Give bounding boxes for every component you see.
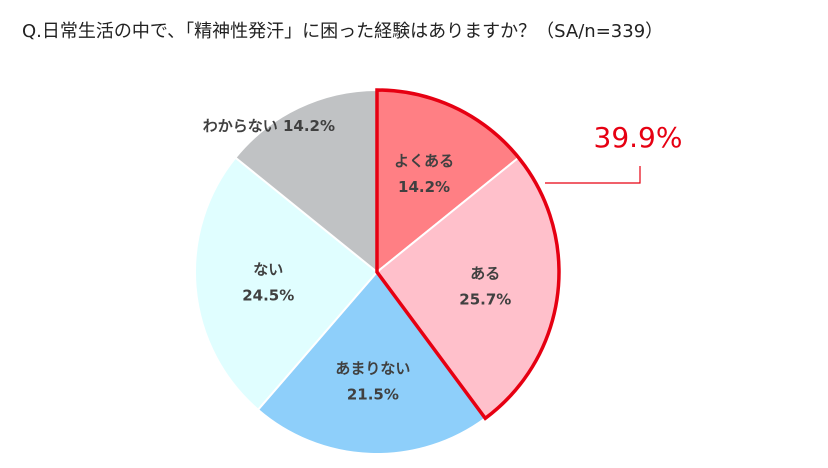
pie-slice <box>194 156 379 412</box>
pie-slice <box>256 270 487 455</box>
value-label: 21.5% <box>347 386 399 404</box>
category-label: ない <box>253 260 283 278</box>
value-label: 14.2% <box>398 178 450 196</box>
category-label: よくある <box>394 152 454 170</box>
category-label: ある <box>470 264 500 282</box>
value-label: 25.7% <box>459 290 511 308</box>
value-label: 14.2% <box>283 117 335 135</box>
pie-slice <box>234 88 378 275</box>
value-label: 24.5% <box>242 286 294 304</box>
category-label: あまりない <box>335 360 410 378</box>
category-label: わからない <box>203 117 278 135</box>
slice-label: わからない 14.2% <box>203 117 335 135</box>
chart-title: Q.日常生活の中で、「精神性発汗」に困った経験はありますか？（SA/n=339） <box>22 21 663 42</box>
callout-line <box>545 166 641 184</box>
annotation: 39.9% <box>594 121 683 154</box>
highlight-outline <box>375 88 561 421</box>
